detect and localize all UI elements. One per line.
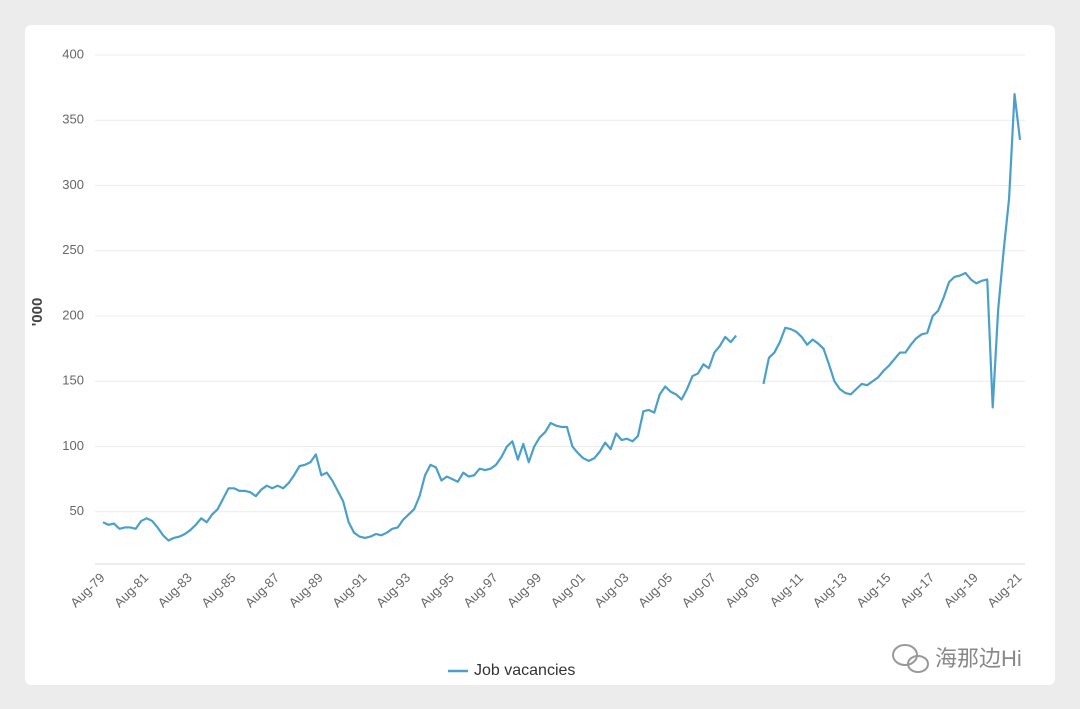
y-axis-label: '000: [29, 298, 46, 327]
card: [25, 25, 1055, 685]
y-tick-label: 250: [62, 242, 84, 257]
y-tick-label: 50: [70, 503, 84, 518]
line-series: [102, 93, 1022, 542]
watermark: 海那边Hi: [935, 646, 1022, 671]
y-tick-label: 150: [62, 373, 84, 388]
y-tick-label: 350: [62, 112, 84, 127]
y-tick-label: 300: [62, 177, 84, 192]
y-tick-label: 100: [62, 438, 84, 453]
watermark-icon: [892, 644, 929, 673]
y-tick-label: 400: [62, 46, 84, 61]
legend-label: Job vacancies: [474, 662, 575, 679]
y-tick-label: 200: [62, 307, 84, 322]
